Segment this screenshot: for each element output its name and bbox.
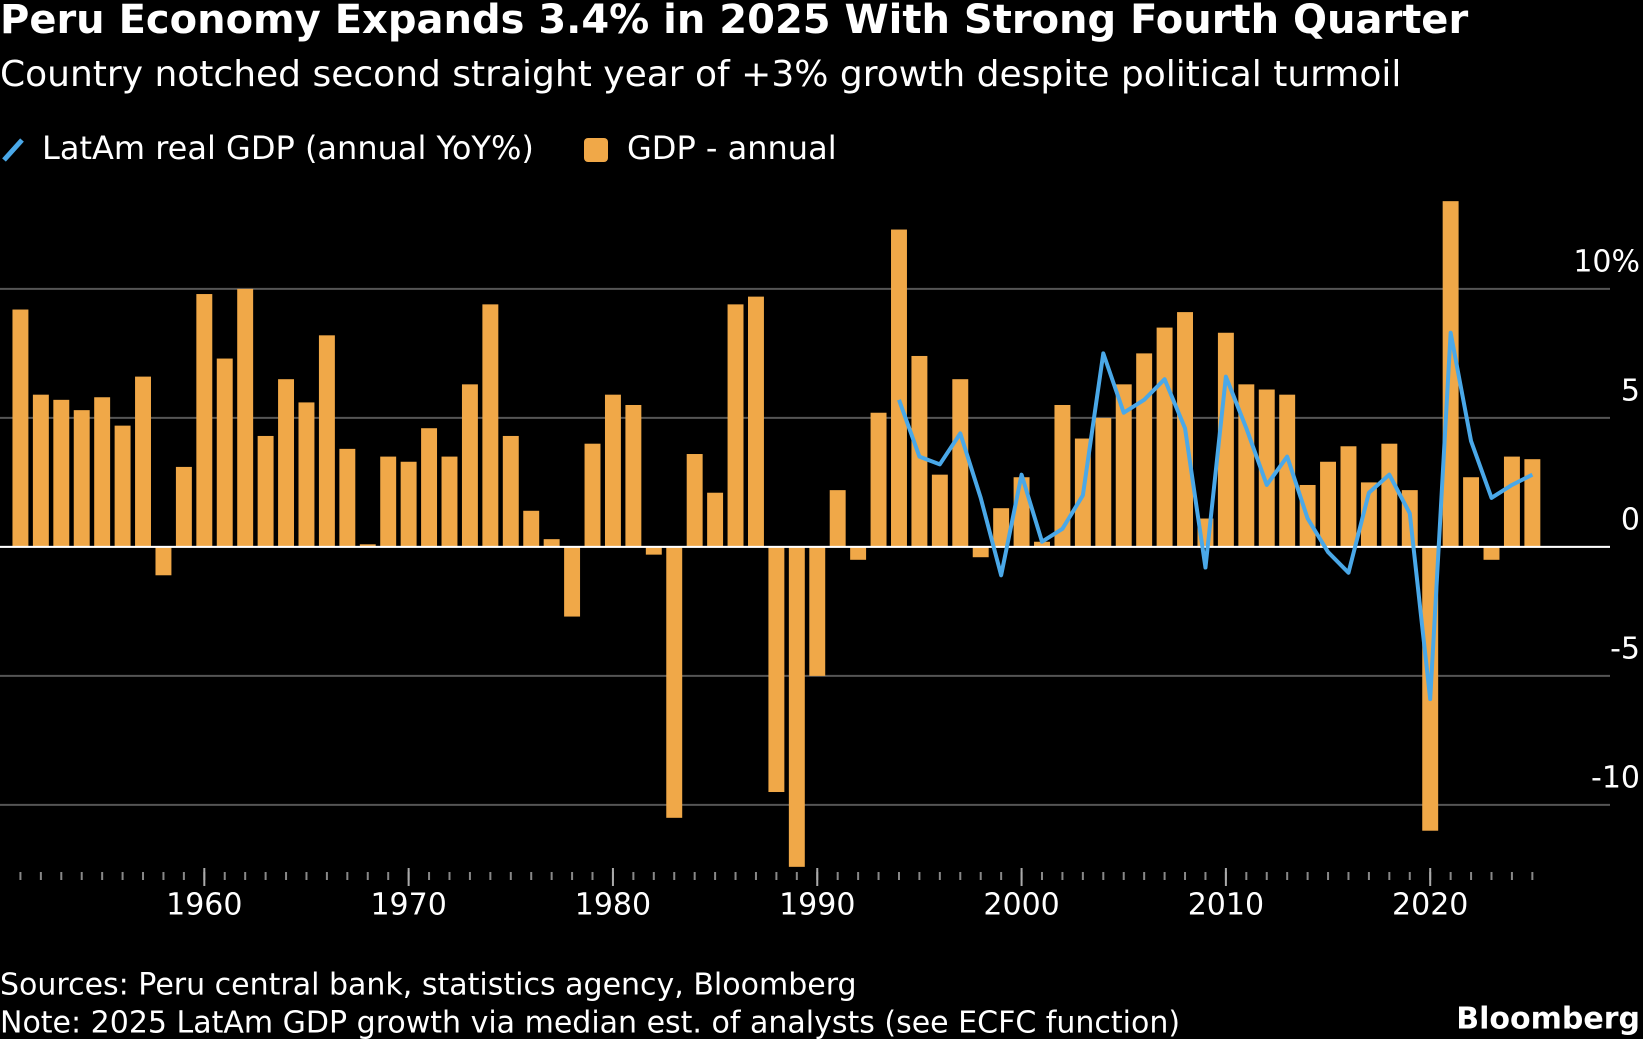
bar <box>727 304 744 547</box>
bar <box>1279 394 1296 547</box>
bar <box>870 412 887 547</box>
bar <box>482 304 499 547</box>
bar <box>339 448 356 547</box>
bar <box>1034 541 1050 547</box>
bar <box>359 544 376 547</box>
bar <box>707 492 724 547</box>
bar <box>1463 477 1480 547</box>
bar <box>788 546 805 867</box>
bar <box>1320 461 1337 547</box>
bar <box>604 394 621 547</box>
bar <box>380 456 397 547</box>
chart-title: Peru Economy Expands 3.4% in 2025 With S… <box>0 0 1468 43</box>
bar <box>135 376 151 547</box>
bar <box>278 379 295 547</box>
bar <box>1381 443 1398 547</box>
bar <box>298 402 315 547</box>
bar <box>1503 456 1520 547</box>
bar <box>768 546 785 793</box>
y-tick-label: -10 <box>1591 760 1640 795</box>
line <box>897 330 1534 702</box>
x-tick-label: 1980 <box>575 888 651 923</box>
x-tick-label: 2010 <box>1188 888 1264 923</box>
bar <box>318 335 335 547</box>
legend-label: LatAm real GDP (annual YoY%) <box>42 129 534 167</box>
chart-subtitle: Country notched second straight year of … <box>0 54 1401 95</box>
bar <box>809 546 826 676</box>
bar <box>461 384 478 547</box>
bar <box>73 410 90 547</box>
x-tick-label: 1960 <box>166 888 242 923</box>
y-tick-label: 5 <box>1621 373 1640 408</box>
bar <box>196 294 213 547</box>
bar <box>1360 482 1377 547</box>
x-tick-label: 1990 <box>779 888 855 923</box>
bar <box>931 474 948 547</box>
source-note: Sources: Peru central bank, statistics a… <box>0 968 857 1003</box>
bar <box>747 296 764 547</box>
bar <box>155 546 172 576</box>
bar <box>216 358 233 547</box>
y-tick-label: 10% <box>1573 244 1640 279</box>
y-tick-label: 0 <box>1621 502 1640 537</box>
bar <box>114 425 131 547</box>
bar <box>1483 546 1500 560</box>
bar <box>952 379 969 547</box>
bar <box>1340 446 1357 547</box>
bar <box>564 546 581 617</box>
bar <box>523 510 540 547</box>
bar <box>625 404 642 547</box>
bar <box>1442 201 1459 547</box>
bar <box>400 461 417 547</box>
footnote: Note: 2025 LatAm GDP growth via median e… <box>0 1006 1180 1039</box>
bar <box>175 466 192 547</box>
bar <box>94 397 111 547</box>
bar <box>1054 404 1071 547</box>
bar <box>584 443 601 547</box>
bar <box>502 435 519 547</box>
bar <box>850 546 867 560</box>
bar <box>645 546 662 555</box>
bar <box>257 435 274 547</box>
bar <box>1258 389 1275 547</box>
bar <box>53 399 70 547</box>
x-tick-label: 2000 <box>983 888 1059 923</box>
bar <box>972 546 989 558</box>
legend-label: GDP - annual <box>627 129 837 167</box>
bar <box>1524 459 1541 547</box>
bar <box>993 508 1010 547</box>
bar <box>237 288 254 547</box>
bar <box>666 546 683 818</box>
bar <box>543 539 560 547</box>
bar <box>1238 384 1255 547</box>
bar <box>32 394 49 547</box>
bar <box>829 490 846 547</box>
bar <box>686 454 703 547</box>
brand: Bloomberg <box>1456 1002 1640 1037</box>
bar <box>1115 384 1132 547</box>
x-tick-label: 1970 <box>370 888 446 923</box>
bar <box>1136 353 1153 547</box>
bar <box>12 309 29 547</box>
bar <box>891 229 907 547</box>
x-tick-label: 2020 <box>1392 888 1468 923</box>
bar <box>1095 417 1112 547</box>
legend-line-swatch <box>2 138 24 162</box>
y-tick-label: -5 <box>1610 631 1640 666</box>
bar <box>441 456 458 547</box>
bar <box>421 428 438 547</box>
legend-bar-swatch <box>584 138 608 162</box>
bar <box>1156 327 1173 547</box>
